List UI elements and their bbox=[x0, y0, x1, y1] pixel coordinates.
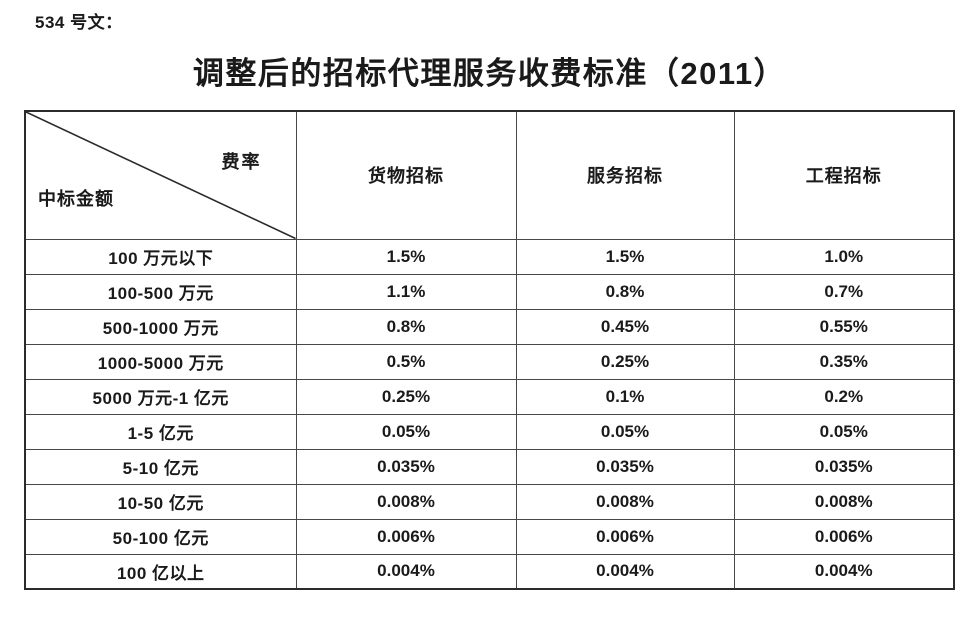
value-cell: 0.035% bbox=[515, 448, 735, 485]
value-cell: 0.006% bbox=[515, 518, 735, 555]
row-label-cell: 50-100 亿元 bbox=[24, 518, 297, 555]
value-cell: 0.25% bbox=[515, 343, 735, 380]
table-corner-cell: 费率 中标金额 bbox=[24, 110, 297, 240]
table-row: 5-10 亿元 0.035% 0.035% 0.035% bbox=[24, 448, 955, 485]
table-row: 1000-5000 万元 0.5% 0.25% 0.35% bbox=[24, 343, 955, 380]
row-label-cell: 10-50 亿元 bbox=[24, 483, 297, 520]
value-cell: 0.008% bbox=[295, 483, 517, 520]
value-cell: 0.05% bbox=[733, 413, 955, 450]
value-cell: 0.45% bbox=[515, 308, 735, 345]
row-label-cell: 1-5 亿元 bbox=[24, 413, 297, 450]
value-cell: 0.7% bbox=[733, 273, 955, 310]
row-label-cell: 100 亿以上 bbox=[24, 553, 297, 590]
value-cell: 1.1% bbox=[295, 273, 517, 310]
value-cell: 1.5% bbox=[515, 238, 735, 275]
value-cell: 0.05% bbox=[515, 413, 735, 450]
value-cell: 0.35% bbox=[733, 343, 955, 380]
value-cell: 0.8% bbox=[295, 308, 517, 345]
value-cell: 0.035% bbox=[295, 448, 517, 485]
value-cell: 0.1% bbox=[515, 378, 735, 415]
corner-label-bid-amount: 中标金额 bbox=[38, 188, 114, 209]
row-label-cell: 1000-5000 万元 bbox=[24, 343, 297, 380]
value-cell: 0.008% bbox=[515, 483, 735, 520]
row-label-cell: 100 万元以下 bbox=[24, 238, 297, 275]
value-cell: 0.8% bbox=[515, 273, 735, 310]
row-label-cell: 5000 万元-1 亿元 bbox=[24, 378, 297, 415]
value-cell: 0.5% bbox=[295, 343, 517, 380]
doc-number-label: 534 号文： bbox=[35, 13, 123, 32]
value-cell: 0.2% bbox=[733, 378, 955, 415]
row-label-cell: 100-500 万元 bbox=[24, 273, 297, 310]
value-cell: 0.25% bbox=[295, 378, 517, 415]
value-cell: 0.006% bbox=[295, 518, 517, 555]
table-row: 1-5 亿元 0.05% 0.05% 0.05% bbox=[24, 413, 955, 450]
corner-label-fee-rate: 费率 bbox=[221, 152, 262, 172]
fee-rate-table: 费率 中标金额 货物招标 服务招标 工程招标 100 万元以下 1.5% 1.5… bbox=[24, 110, 955, 590]
table-row: 100 亿以上 0.004% 0.004% 0.004% bbox=[24, 553, 955, 590]
page-title: 调整后的招标代理服务收费标准（2011） bbox=[192, 56, 787, 91]
table-row: 100 万元以下 1.5% 1.5% 1.0% bbox=[24, 238, 955, 275]
column-header-engineering: 工程招标 bbox=[733, 110, 955, 240]
diagonal-divider-line bbox=[26, 112, 296, 239]
value-cell: 0.004% bbox=[295, 553, 517, 590]
value-cell: 0.035% bbox=[733, 448, 955, 485]
table-row: 10-50 亿元 0.008% 0.008% 0.008% bbox=[24, 483, 955, 520]
table-row: 100-500 万元 1.1% 0.8% 0.7% bbox=[24, 273, 955, 310]
value-cell: 0.05% bbox=[295, 413, 517, 450]
table-row: 5000 万元-1 亿元 0.25% 0.1% 0.2% bbox=[24, 378, 955, 415]
value-cell: 0.004% bbox=[515, 553, 735, 590]
row-label-cell: 500-1000 万元 bbox=[24, 308, 297, 345]
column-header-goods: 货物招标 bbox=[295, 110, 517, 240]
table-row: 50-100 亿元 0.006% 0.006% 0.006% bbox=[24, 518, 955, 555]
value-cell: 1.5% bbox=[295, 238, 517, 275]
column-header-services: 服务招标 bbox=[515, 110, 735, 240]
header-row: 费率 中标金额 货物招标 服务招标 工程招标 bbox=[24, 110, 955, 240]
row-label-cell: 5-10 亿元 bbox=[24, 448, 297, 485]
value-cell: 0.008% bbox=[733, 483, 955, 520]
value-cell: 1.0% bbox=[733, 238, 955, 275]
table-row: 500-1000 万元 0.8% 0.45% 0.55% bbox=[24, 308, 955, 345]
value-cell: 0.004% bbox=[733, 553, 955, 590]
value-cell: 0.55% bbox=[733, 308, 955, 345]
value-cell: 0.006% bbox=[733, 518, 955, 555]
